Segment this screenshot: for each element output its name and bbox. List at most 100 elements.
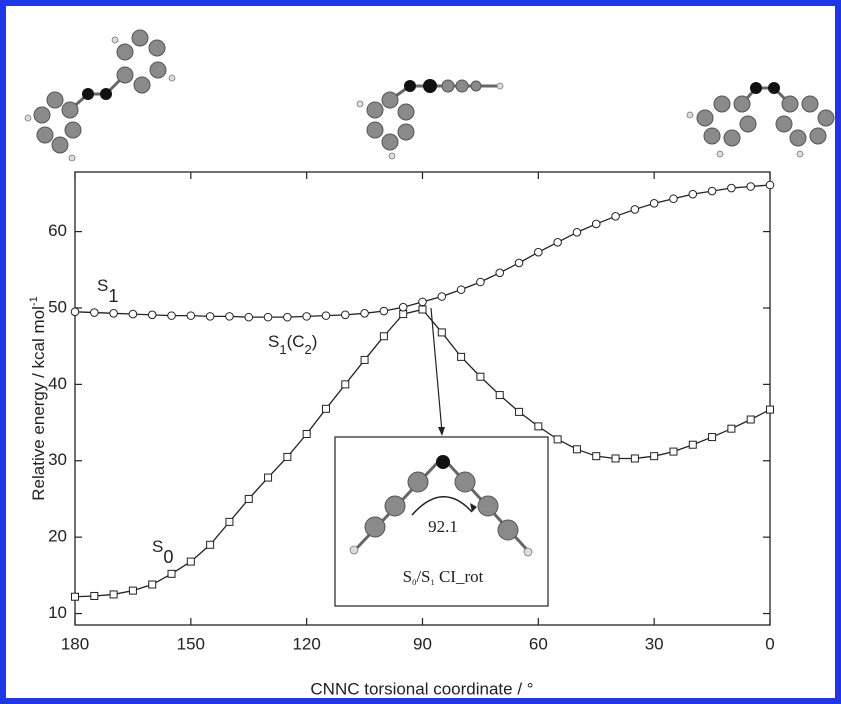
series-label: S1 (97, 276, 118, 305)
marker (245, 495, 252, 502)
marker (458, 353, 465, 360)
marker (206, 313, 214, 321)
marker (631, 206, 639, 214)
marker (709, 434, 716, 441)
y-axis-label-part: Relative energy / kcal mol (29, 306, 48, 501)
annotation-part: 2 (305, 342, 312, 357)
annotation-part: ) (312, 332, 318, 351)
marker (303, 431, 310, 438)
marker (612, 455, 619, 462)
marker (516, 408, 523, 415)
marker (110, 310, 118, 318)
marker (747, 183, 755, 191)
y-tick-label: 60 (48, 221, 67, 240)
marker (419, 306, 426, 313)
marker (303, 313, 311, 321)
marker (438, 329, 445, 336)
y-axis-label-part: -1 (28, 296, 40, 306)
x-tick-label: 0 (765, 634, 774, 653)
marker (554, 436, 561, 443)
marker (322, 405, 329, 412)
inset-label-part: S (403, 567, 412, 586)
series-label-part: S (152, 537, 163, 556)
marker (187, 558, 194, 565)
y-tick-label: 10 (48, 603, 67, 622)
molecule-right (687, 82, 834, 157)
marker (419, 298, 427, 306)
marker (342, 381, 349, 388)
annotation-part: 1 (279, 342, 286, 357)
marker (747, 416, 754, 423)
marker (438, 293, 446, 301)
inset-label-part: CI_rot (435, 567, 484, 586)
marker (535, 423, 542, 430)
marker (226, 518, 233, 525)
annotation: S1(C2) (268, 332, 317, 356)
marker (573, 229, 581, 237)
marker (187, 312, 195, 320)
x-tick-label: 90 (413, 634, 432, 653)
marker (148, 311, 156, 319)
series-label-part: 0 (163, 547, 173, 567)
marker (380, 333, 387, 340)
marker (400, 311, 407, 318)
marker (245, 313, 253, 321)
marker (149, 581, 156, 588)
x-tick-label: 60 (529, 634, 548, 653)
series-label-part: S (97, 276, 108, 295)
marker (361, 310, 369, 318)
marker (689, 190, 697, 198)
series-label: S0 (152, 537, 173, 566)
marker (631, 455, 638, 462)
y-tick-label: 40 (48, 374, 67, 393)
molecule-left (25, 30, 175, 161)
marker (399, 303, 407, 311)
marker (767, 406, 774, 413)
marker (670, 448, 677, 455)
marker (477, 278, 485, 286)
annotation-part: S (268, 332, 279, 351)
marker (651, 453, 658, 460)
marker (226, 313, 234, 321)
y-tick-label: 20 (48, 527, 67, 546)
marker (264, 313, 272, 321)
inset-angle: 92.1 (428, 517, 458, 536)
marker (322, 312, 330, 320)
marker (110, 591, 117, 598)
annotation-part: (C (287, 332, 305, 351)
y-tick-label: 50 (48, 297, 67, 316)
marker (515, 259, 523, 267)
inset-label-part: /S (416, 567, 430, 586)
marker (457, 286, 465, 294)
marker (129, 587, 136, 594)
marker (168, 570, 175, 577)
marker (129, 310, 137, 318)
series-label-part: 1 (108, 286, 118, 306)
marker (265, 474, 272, 481)
x-tick-label: 150 (177, 634, 205, 653)
marker (573, 446, 580, 453)
marker (168, 312, 176, 320)
series-line (75, 185, 770, 317)
marker (380, 307, 388, 315)
marker (284, 313, 292, 321)
marker (341, 311, 349, 319)
marker (91, 309, 99, 317)
marker (612, 213, 620, 221)
molecule-middle (357, 79, 503, 159)
marker (361, 356, 368, 363)
marker (496, 269, 504, 277)
marker (71, 308, 79, 316)
marker (728, 184, 736, 192)
marker (670, 195, 678, 203)
marker (728, 425, 735, 432)
figure: CNNC torsional coordinate / ° 92.1 18015… (0, 0, 841, 704)
x-axis-label: CNNC torsional coordinate / ° (310, 679, 533, 698)
marker (593, 453, 600, 460)
x-tick-label: 30 (645, 634, 664, 653)
marker (496, 392, 503, 399)
marker (477, 373, 484, 380)
marker (554, 238, 562, 246)
marker (207, 541, 214, 548)
marker (284, 453, 291, 460)
